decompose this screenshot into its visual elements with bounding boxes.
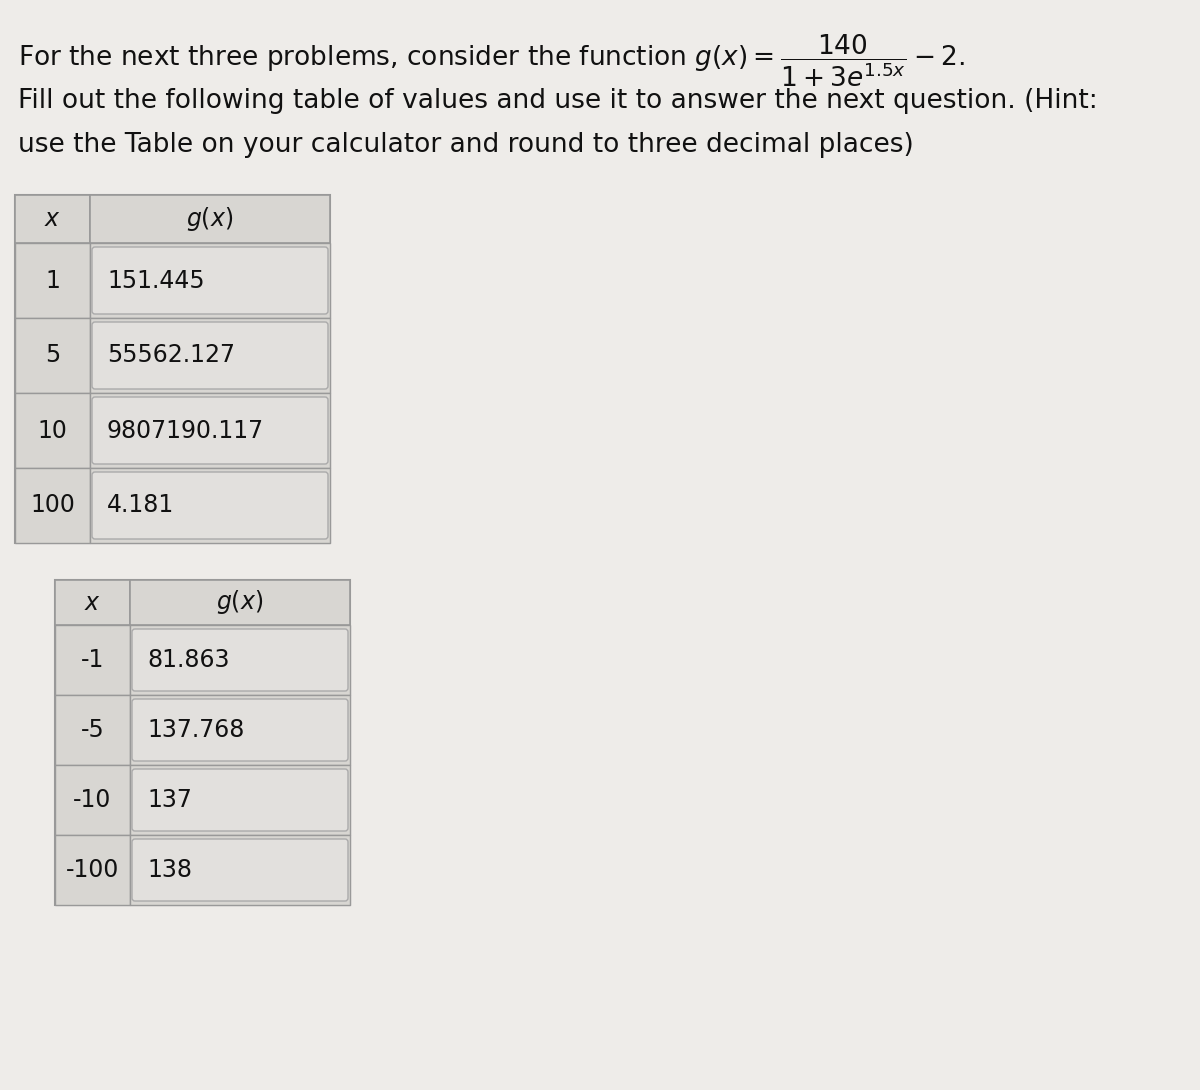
Bar <box>14 468 90 543</box>
Text: 138: 138 <box>148 858 192 882</box>
Text: use the Table on your calculator and round to three decimal places): use the Table on your calculator and rou… <box>18 132 913 158</box>
FancyBboxPatch shape <box>132 699 348 761</box>
Bar <box>130 695 350 765</box>
FancyBboxPatch shape <box>92 472 328 538</box>
FancyBboxPatch shape <box>92 322 328 389</box>
Bar <box>130 625 350 695</box>
Text: Fill out the following table of values and use it to answer the next question. (: Fill out the following table of values a… <box>18 88 1098 114</box>
Text: -10: -10 <box>73 788 112 812</box>
Bar <box>14 195 330 543</box>
Text: For the next three problems, consider the function $g(x) = \dfrac{140}{1+3e^{1.5: For the next three problems, consider th… <box>18 32 965 88</box>
Text: 151.445: 151.445 <box>107 268 205 292</box>
Bar <box>14 195 90 243</box>
Bar <box>90 195 330 243</box>
Text: -100: -100 <box>66 858 119 882</box>
Bar <box>90 318 330 393</box>
Text: 9807190.117: 9807190.117 <box>107 419 264 443</box>
Bar <box>90 468 330 543</box>
Bar <box>55 580 130 625</box>
Text: -1: -1 <box>80 647 104 673</box>
Bar <box>55 695 130 765</box>
Text: 100: 100 <box>30 494 74 518</box>
Text: 1: 1 <box>46 268 60 292</box>
Text: 5: 5 <box>44 343 60 367</box>
Bar <box>130 765 350 835</box>
Text: 81.863: 81.863 <box>148 647 229 673</box>
Text: -5: -5 <box>80 718 104 742</box>
Text: 4.181: 4.181 <box>107 494 174 518</box>
FancyBboxPatch shape <box>132 629 348 691</box>
Bar <box>14 318 90 393</box>
Bar <box>55 625 130 695</box>
Bar <box>55 835 130 905</box>
Bar <box>14 393 90 468</box>
Text: 137: 137 <box>148 788 192 812</box>
Bar <box>14 243 90 318</box>
Text: 137.768: 137.768 <box>148 718 245 742</box>
Text: $x$: $x$ <box>44 207 61 231</box>
FancyBboxPatch shape <box>132 770 348 831</box>
Bar <box>90 243 330 318</box>
Bar <box>90 393 330 468</box>
Text: 10: 10 <box>37 419 67 443</box>
FancyBboxPatch shape <box>92 397 328 464</box>
Text: 55562.127: 55562.127 <box>107 343 235 367</box>
Bar <box>55 765 130 835</box>
Bar <box>55 580 350 905</box>
Bar <box>130 835 350 905</box>
FancyBboxPatch shape <box>132 839 348 901</box>
FancyBboxPatch shape <box>92 247 328 314</box>
Bar <box>130 580 350 625</box>
Text: $g(x)$: $g(x)$ <box>186 205 234 233</box>
Text: $g(x)$: $g(x)$ <box>216 589 264 617</box>
Text: $x$: $x$ <box>84 591 101 615</box>
